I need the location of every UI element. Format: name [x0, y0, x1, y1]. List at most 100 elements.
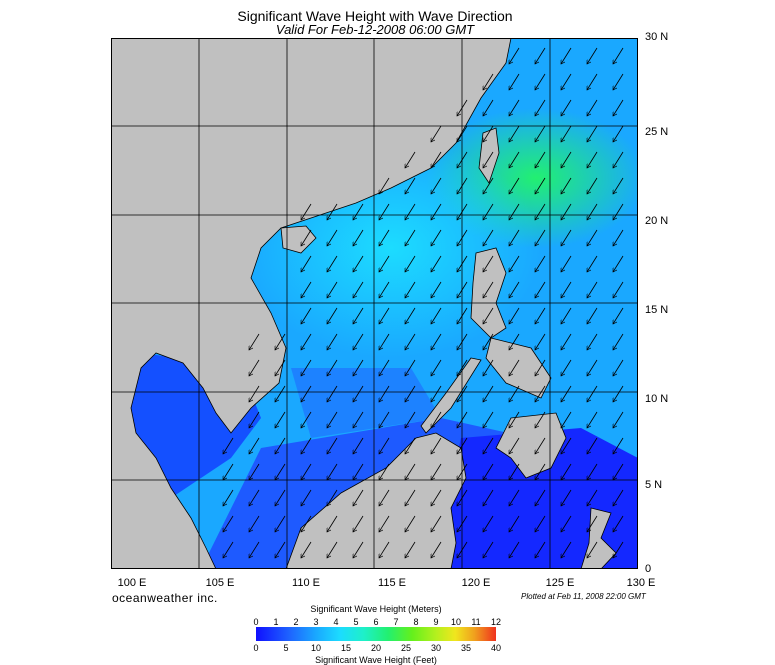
wave-arrow [456, 385, 468, 402]
wave-arrow [404, 515, 416, 532]
wave-arrow [430, 125, 442, 142]
wave-arrow [326, 385, 338, 402]
wave-arrow [248, 359, 260, 376]
wave-arrow [300, 359, 312, 376]
wave-arrow [326, 411, 338, 428]
wave-arrow [274, 359, 286, 376]
wave-arrow [456, 489, 468, 506]
wave-arrow [274, 385, 286, 402]
wave-arrow [508, 437, 520, 454]
wave-arrow [560, 151, 572, 168]
legend-meter-tick: 2 [293, 617, 299, 627]
legend-feet-tick: 35 [460, 643, 471, 653]
map-title: Significant Wave Height with Wave Direct… [237, 8, 513, 24]
wave-arrow [534, 281, 546, 298]
lat-label-20n: 20 N [645, 215, 669, 227]
wave-arrow [300, 229, 312, 246]
wave-arrow [300, 463, 312, 480]
wave-arrow [378, 177, 390, 194]
land [111, 38, 617, 569]
legend-feet-title: Significant Wave Height (Feet) [315, 655, 437, 665]
wave-arrow [560, 99, 572, 116]
wave-arrow [534, 333, 546, 350]
wave-arrow [274, 541, 286, 558]
legend-meter-tick: 0 [253, 617, 259, 627]
wave-arrow [586, 99, 598, 116]
wave-arrow [560, 255, 572, 272]
wave-arrow [612, 99, 624, 116]
wave-arrow [612, 437, 624, 454]
wave-arrow [482, 99, 494, 116]
wave-arrow [378, 385, 390, 402]
wave-arrow [534, 411, 546, 428]
wave-arrow [612, 541, 624, 558]
lat-label-0: 0 [645, 563, 652, 575]
wave-arrow [430, 463, 442, 480]
wave-arrow [404, 203, 416, 220]
legend-meter-tick: 9 [433, 617, 439, 627]
wave-arrow [482, 177, 494, 194]
wave-arrow [560, 489, 572, 506]
wave-arrow [430, 203, 442, 220]
wave-arrow [612, 385, 624, 402]
legend-feet-tick: 10 [310, 643, 321, 653]
wave-arrow [534, 177, 546, 194]
wave-arrow [586, 489, 598, 506]
brand-logo: oceanweather inc. [112, 591, 218, 605]
lon-label-105e: 105 E [205, 577, 235, 589]
legend-feet-tick: 5 [283, 643, 289, 653]
lon-label-130e: 130 E [626, 577, 656, 589]
wave-arrow [560, 515, 572, 532]
wave-arrow [508, 255, 520, 272]
wave-arrow [560, 385, 572, 402]
lat-label-10n: 10 N [645, 393, 669, 405]
wave-arrow [482, 281, 494, 298]
wave-arrow [378, 541, 390, 558]
lat-label-30n: 30 N [645, 31, 669, 43]
wave-arrow [456, 151, 468, 168]
wave-arrow [482, 203, 494, 220]
wave-arrow [352, 515, 364, 532]
legend-color-bar [256, 627, 496, 641]
wave-arrow [612, 229, 624, 246]
legend-meter-tick: 12 [490, 617, 501, 627]
wave-arrow [508, 177, 520, 194]
wave-arrow [560, 73, 572, 90]
wave-arrow [508, 489, 520, 506]
wave-arrow [612, 151, 624, 168]
wave-arrow [430, 359, 442, 376]
wave-arrow [586, 515, 598, 532]
wave-arrow [456, 307, 468, 324]
wave-arrow [300, 333, 312, 350]
wave-arrow [222, 515, 234, 532]
wave-arrow [508, 411, 520, 428]
wave-arrow [404, 489, 416, 506]
wave-arrow [612, 463, 624, 480]
lat-label-15n: 15 N [645, 304, 669, 316]
wave-arrow [586, 151, 598, 168]
wave-arrow [352, 307, 364, 324]
wave-arrow [508, 125, 520, 142]
wave-arrow [404, 281, 416, 298]
wave-arrow [508, 333, 520, 350]
wave-arrow [560, 177, 572, 194]
wave-arrow [586, 255, 598, 272]
wave-arrow [248, 437, 260, 454]
wave-arrow [534, 359, 546, 376]
wave-arrow [482, 73, 494, 90]
lat-label-25n: 25 N [645, 126, 669, 138]
legend-meter-tick: 10 [450, 617, 461, 627]
wave-arrow [300, 411, 312, 428]
wave-arrow [430, 541, 442, 558]
wave-arrow [300, 307, 312, 324]
wave-arrow [508, 99, 520, 116]
wave-arrow [352, 463, 364, 480]
wave-arrow [508, 541, 520, 558]
wave-arrow [586, 47, 598, 64]
wave-arrow [560, 229, 572, 246]
wave-arrow [248, 333, 260, 350]
wave-arrow [378, 307, 390, 324]
wave-arrow [352, 489, 364, 506]
wave-arrow [248, 541, 260, 558]
wave-arrow [456, 177, 468, 194]
